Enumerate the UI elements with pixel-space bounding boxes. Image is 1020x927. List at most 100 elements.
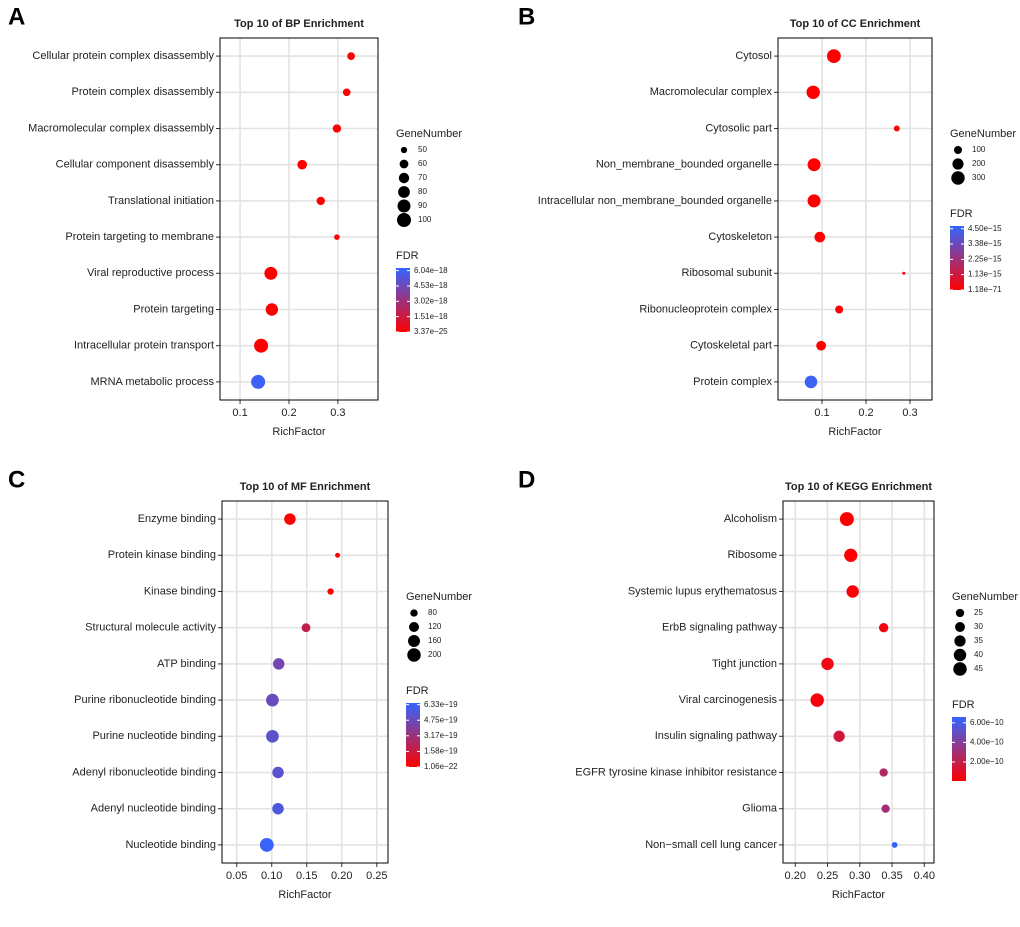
bubble (816, 340, 827, 351)
size-legend-label: 60 (418, 159, 427, 168)
x-tick-label: 0.3 (330, 407, 345, 419)
colorbar-label: 3.37e−25 (414, 327, 448, 336)
color-legend-title: FDR (952, 699, 975, 711)
y-tick-label: Purine nucleotide binding (92, 730, 216, 742)
bubble (301, 623, 311, 633)
colorbar-label: 4.53e−18 (414, 281, 448, 290)
bubble (251, 374, 266, 389)
size-legend-key (952, 158, 964, 170)
bubble (316, 196, 325, 206)
bubble (893, 125, 900, 132)
colorbar-label: 1.58e−19 (424, 747, 458, 756)
y-tick-label: Protein complex disassembly (72, 86, 215, 98)
size-legend-label: 100 (972, 145, 986, 154)
colorbar (950, 226, 964, 290)
colorbar (952, 717, 966, 781)
colorbar-label: 3.02e−18 (414, 296, 448, 305)
x-tick-label: 0.20 (331, 870, 352, 882)
x-tick-label: 0.1 (814, 407, 829, 419)
y-tick-label: Protein complex (693, 376, 772, 388)
x-tick-label: 0.1 (232, 407, 247, 419)
colorbar-label: 6.04e−18 (414, 266, 448, 275)
chart-title: Top 10 of MF Enrichment (240, 481, 371, 493)
x-axis-label: RichFactor (828, 426, 882, 438)
colorbar-label: 1.18e−71 (968, 285, 1002, 294)
x-tick-label: 0.05 (226, 870, 247, 882)
size-legend-label: 35 (974, 636, 983, 645)
bubble (844, 548, 858, 562)
size-legend-key (953, 662, 967, 676)
size-legend-label: 40 (974, 650, 983, 659)
y-tick-label: Structural molecule activity (85, 622, 216, 634)
colorbar-label: 3.17e−19 (424, 731, 458, 740)
size-legend-label: 120 (428, 622, 442, 631)
size-legend-key (398, 186, 410, 198)
size-legend-key (954, 635, 966, 647)
size-legend-title: GeneNumber (950, 128, 1016, 140)
size-legend-label: 90 (418, 201, 427, 210)
plot-border (219, 37, 379, 401)
bubble (259, 837, 274, 852)
chart-title: Top 10 of KEGG Enrichment (785, 481, 932, 493)
bubble (264, 266, 278, 280)
y-tick-label: Intracellular protein transport (74, 340, 214, 352)
y-tick-label: ATP binding (157, 658, 216, 670)
size-legend-key (398, 172, 410, 184)
y-tick-label: ErbB signaling pathway (662, 622, 777, 634)
y-tick-label: Alcoholism (724, 513, 777, 525)
plot-border (221, 500, 389, 864)
y-tick-label: Viral carcinogenesis (679, 694, 778, 706)
bubble (265, 303, 279, 316)
bubble (833, 730, 845, 742)
bubble (272, 658, 285, 670)
colorbar (396, 268, 410, 332)
bubble (846, 585, 859, 598)
size-legend-label: 160 (428, 636, 442, 645)
size-legend-key (955, 608, 965, 618)
colorbar-label: 1.06e−22 (424, 762, 458, 771)
x-axis-label: RichFactor (832, 889, 886, 901)
colorbar-label: 2.00e−10 (970, 757, 1004, 766)
size-legend-label: 30 (974, 622, 983, 631)
color-legend-title: FDR (406, 685, 429, 697)
plot-border (777, 37, 933, 401)
size-legend-label: 100 (418, 215, 432, 224)
y-tick-label: Protein kinase binding (108, 549, 216, 561)
bubble (266, 729, 279, 743)
plot-background (778, 38, 932, 400)
bubble (902, 271, 906, 275)
bubble (334, 234, 340, 240)
size-legend-label: 45 (974, 664, 983, 673)
bubble (878, 623, 889, 633)
x-tick-label: 0.3 (902, 407, 917, 419)
y-tick-label: Cytosolic part (705, 122, 772, 134)
x-tick-label: 0.10 (261, 870, 282, 882)
size-legend-key (408, 621, 420, 633)
bubble (266, 693, 279, 707)
color-legend-title: FDR (396, 250, 419, 262)
y-tick-label: Cytoskeleton (708, 231, 772, 243)
bubble (835, 305, 844, 314)
x-tick-label: 0.2 (281, 407, 296, 419)
y-tick-label: Cytoskeletal part (690, 340, 772, 352)
colorbar-label: 4.50e−15 (968, 224, 1002, 233)
y-tick-label: Nucleotide binding (125, 839, 216, 851)
size-legend-title: GeneNumber (952, 591, 1018, 603)
x-tick-label: 0.40 (914, 870, 935, 882)
chart-title: Top 10 of BP Enrichment (234, 18, 364, 30)
bubble (807, 158, 821, 172)
bubble (806, 85, 820, 100)
y-tick-label: Glioma (742, 803, 778, 815)
y-tick-label: MRNA metabolic process (91, 376, 215, 388)
x-tick-label: 0.15 (296, 870, 317, 882)
size-legend-key (953, 648, 967, 662)
y-tick-label: Enzyme binding (138, 513, 216, 525)
size-legend-key (408, 635, 420, 647)
panel-letter: C (8, 466, 25, 493)
x-tick-label: 0.35 (881, 870, 902, 882)
panel: B Top 10 of CC Enrichment 0.1 0.2 0.3 Cytosol… (518, 3, 1016, 438)
color-legend-title: FDR (950, 208, 973, 220)
y-tick-label: Macromolecular complex disassembly (28, 122, 214, 134)
colorbar-label: 3.38e−15 (968, 239, 1002, 248)
